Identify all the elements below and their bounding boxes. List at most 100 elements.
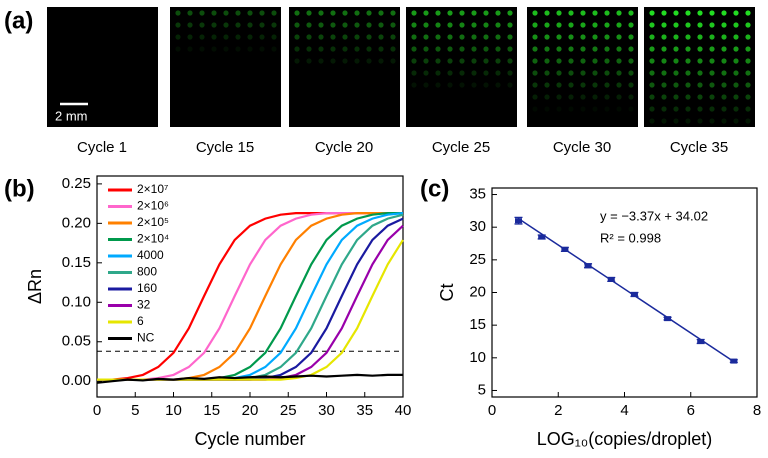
droplet bbox=[378, 58, 384, 64]
droplet bbox=[187, 46, 193, 52]
panel-label: (c) bbox=[420, 175, 449, 202]
droplet bbox=[271, 46, 277, 52]
droplet bbox=[306, 46, 312, 52]
droplet bbox=[211, 10, 217, 16]
droplet bbox=[685, 58, 691, 64]
y-tick-label: 0.25 bbox=[62, 175, 91, 192]
droplet bbox=[649, 106, 655, 112]
droplet bbox=[354, 58, 360, 64]
data-point bbox=[664, 316, 672, 322]
droplet bbox=[235, 22, 241, 28]
droplet bbox=[483, 10, 489, 16]
droplet bbox=[330, 46, 336, 52]
droplet bbox=[709, 34, 715, 40]
y-tick-label: 30 bbox=[469, 218, 486, 235]
x-tick-label: 25 bbox=[280, 402, 297, 419]
droplet bbox=[616, 10, 622, 16]
droplet bbox=[411, 70, 417, 76]
droplet bbox=[495, 70, 501, 76]
droplet bbox=[223, 34, 229, 40]
data-point bbox=[630, 291, 638, 297]
droplet bbox=[685, 106, 691, 112]
droplet bbox=[532, 58, 538, 64]
droplet bbox=[568, 70, 574, 76]
droplet bbox=[733, 22, 739, 28]
y-tick-label: 20 bbox=[469, 283, 486, 300]
droplet bbox=[378, 34, 384, 40]
droplet bbox=[556, 70, 562, 76]
droplet bbox=[459, 10, 465, 16]
droplet bbox=[483, 82, 489, 88]
y-tick-label: 5 bbox=[478, 381, 486, 398]
droplet bbox=[435, 34, 441, 40]
droplet bbox=[366, 22, 372, 28]
x-tick-label: 2 bbox=[554, 402, 562, 419]
droplet bbox=[354, 10, 360, 16]
droplet bbox=[733, 58, 739, 64]
droplet bbox=[495, 34, 501, 40]
droplet bbox=[616, 34, 622, 40]
droplet bbox=[271, 34, 277, 40]
droplet bbox=[697, 58, 703, 64]
x-tick-label: 20 bbox=[242, 402, 259, 419]
droplet bbox=[247, 34, 253, 40]
droplet bbox=[592, 94, 598, 100]
droplet bbox=[616, 22, 622, 28]
droplet bbox=[592, 70, 598, 76]
droplet bbox=[604, 22, 610, 28]
droplet bbox=[471, 82, 477, 88]
image-caption: Cycle 1 bbox=[77, 139, 127, 156]
droplet bbox=[435, 22, 441, 28]
droplet bbox=[423, 46, 429, 52]
droplet bbox=[673, 58, 679, 64]
droplet bbox=[697, 34, 703, 40]
droplet bbox=[459, 70, 465, 76]
droplet bbox=[306, 22, 312, 28]
droplet bbox=[259, 10, 265, 16]
droplet bbox=[661, 34, 667, 40]
droplet bbox=[568, 46, 574, 52]
image-caption: Cycle 20 bbox=[315, 139, 373, 156]
y-tick-label: 35 bbox=[469, 186, 486, 203]
droplet bbox=[447, 82, 453, 88]
droplet bbox=[628, 34, 634, 40]
droplet bbox=[495, 22, 501, 28]
droplet bbox=[544, 94, 550, 100]
droplet bbox=[187, 22, 193, 28]
droplet bbox=[532, 10, 538, 16]
x-axis-label: Cycle number bbox=[194, 429, 305, 449]
droplet bbox=[673, 22, 679, 28]
droplet bbox=[556, 58, 562, 64]
droplet bbox=[733, 46, 739, 52]
droplet bbox=[423, 70, 429, 76]
droplet bbox=[616, 106, 622, 112]
droplet bbox=[423, 22, 429, 28]
droplet bbox=[435, 70, 441, 76]
droplet bbox=[471, 22, 477, 28]
droplet bbox=[556, 82, 562, 88]
annotation: R² = 0.998 bbox=[600, 230, 661, 245]
droplet bbox=[259, 46, 265, 52]
droplet bbox=[697, 46, 703, 52]
droplet bbox=[342, 46, 348, 52]
droplet bbox=[661, 10, 667, 16]
droplet bbox=[649, 46, 655, 52]
droplet bbox=[342, 10, 348, 16]
droplet bbox=[745, 58, 751, 64]
droplet bbox=[568, 10, 574, 16]
droplet bbox=[390, 46, 396, 52]
droplet bbox=[592, 22, 598, 28]
droplet bbox=[649, 34, 655, 40]
y-tick-label: 0.00 bbox=[62, 372, 91, 389]
legend-label: 800 bbox=[137, 265, 157, 279]
droplet bbox=[294, 58, 300, 64]
droplet bbox=[685, 82, 691, 88]
droplet bbox=[604, 58, 610, 64]
droplet bbox=[471, 46, 477, 52]
droplet bbox=[330, 58, 336, 64]
droplet bbox=[354, 22, 360, 28]
panel-label: (a) bbox=[4, 7, 33, 34]
droplet bbox=[721, 118, 727, 124]
droplet bbox=[661, 94, 667, 100]
droplet bbox=[604, 10, 610, 16]
